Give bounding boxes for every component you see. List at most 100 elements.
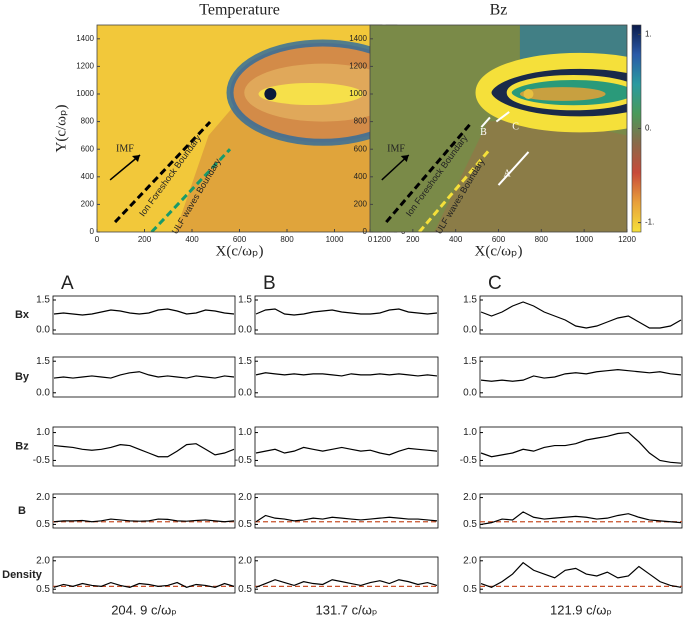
planet — [264, 88, 277, 100]
x-tick-label: 0 — [368, 235, 373, 244]
plot-frame — [52, 493, 236, 529]
x-tick-label: 1200 — [373, 235, 391, 244]
column-label: C — [488, 273, 502, 294]
cut-line — [497, 151, 530, 186]
x-tick-label: 1200 — [618, 235, 636, 244]
y-tick-label: 0.0 — [463, 325, 477, 336]
x-tick-label: 1000 — [326, 235, 344, 244]
imf-label: IMF — [387, 143, 405, 154]
y-tick-label: 2.0 — [238, 555, 252, 566]
y-tick-label: 600 — [354, 144, 368, 153]
profile-line — [255, 308, 438, 316]
profile-line — [480, 511, 682, 526]
profile-panel: 0.5 2.0 Density — [2, 555, 236, 595]
plot-frame — [52, 556, 236, 594]
profile-line — [255, 372, 438, 377]
y-tick-label: 0.5 — [463, 584, 477, 595]
x-axis-label: X(c/ωₚ) — [216, 243, 264, 259]
cut-label: B — [480, 127, 487, 138]
x-tick-label: 400 — [449, 235, 463, 244]
profile-line — [53, 443, 235, 458]
profile-line — [53, 371, 235, 379]
plot-frame — [479, 556, 683, 594]
cut-label: C — [512, 121, 519, 132]
y-tick-label: 1.5 — [36, 295, 50, 306]
row-label: Bz — [15, 440, 29, 452]
column-label: B — [263, 273, 276, 294]
magnetosphere — [519, 87, 606, 101]
y-axis-label: Y(c/ωₚ) — [53, 105, 69, 153]
x-tick-label: 400 — [185, 235, 199, 244]
x-tick-label: 0 — [95, 235, 100, 244]
profile-line — [255, 446, 438, 456]
y-tick-label: 2.0 — [463, 492, 477, 503]
y-tick-label: 1000 — [76, 89, 94, 98]
x-tick-label: 800 — [535, 235, 549, 244]
cut-line — [495, 111, 510, 123]
y-tick-label: -0.5 — [33, 455, 51, 466]
profile-panel: 0.0 1.5 — [463, 356, 683, 398]
y-tick-label: 800 — [354, 117, 368, 126]
plot-frame — [479, 493, 683, 529]
y-tick-label: 1200 — [76, 62, 94, 71]
y-tick-label: 0.5 — [238, 584, 252, 595]
column-distance: 204. 9 c/ωₚ — [111, 602, 177, 617]
row-label: By — [15, 371, 30, 383]
profile-panel: 0.0 1.5 — [238, 356, 439, 398]
y-tick-label: 0.5 — [36, 584, 50, 595]
colorbar-tick-label: 0. — [645, 124, 652, 133]
plot-frame — [254, 426, 439, 467]
profile-line — [53, 308, 235, 316]
x-tick-label: 800 — [280, 235, 294, 244]
plot-frame — [254, 493, 439, 529]
profile-panel: 0.0 1.5 — [238, 295, 439, 336]
y-tick-label: 0.0 — [238, 387, 252, 398]
profile-panel: 0.0 1.5 Bx — [15, 295, 236, 336]
foreshock-region — [434, 117, 627, 232]
row-label: Density — [2, 569, 43, 581]
x-tick-label: 200 — [138, 235, 152, 244]
profile-panel: -0.5 1.0 — [235, 426, 439, 467]
y-tick-label: 1.0 — [36, 427, 50, 438]
y-tick-label: 1.0 — [463, 427, 477, 438]
y-tick-label: 0.0 — [463, 387, 477, 398]
plot-frame — [52, 295, 236, 335]
plot-frame — [479, 295, 683, 335]
y-tick-label: 800 — [81, 117, 95, 126]
y-tick-label: 1.0 — [238, 427, 252, 438]
x-tick-label: 600 — [492, 235, 506, 244]
y-tick-label: 0 — [90, 227, 95, 236]
profile-panel: 0.5 2.0 B — [18, 492, 236, 530]
colorbar-tick-label: 1. — [645, 30, 652, 39]
profile-line — [53, 518, 235, 523]
plot-frame — [254, 356, 439, 398]
ulf-boundary — [150, 148, 232, 232]
column-distance: 131.7 c/ωₚ — [316, 602, 378, 617]
planet — [523, 89, 534, 99]
ulf-boundary — [418, 148, 492, 232]
plot-frame — [52, 356, 236, 398]
y-tick-label: 1.5 — [238, 356, 252, 367]
foreshock-boundary — [113, 120, 212, 224]
plot-frame — [479, 426, 683, 467]
imf-label: IMF — [116, 143, 134, 154]
plot-frame — [479, 356, 683, 398]
y-tick-label: 200 — [81, 200, 95, 209]
y-tick-label: 2.0 — [238, 492, 252, 503]
chart-title: Bz — [490, 2, 508, 19]
y-tick-label: 0.5 — [36, 519, 50, 530]
column-distance: 121.9 c/ωₚ — [550, 602, 612, 617]
row-label: B — [18, 505, 26, 517]
y-tick-label: 1000 — [349, 89, 367, 98]
cut-line — [480, 116, 491, 128]
y-tick-label: 2.0 — [36, 555, 50, 566]
y-tick-label: 1.5 — [463, 356, 477, 367]
heatmap-field — [370, 25, 627, 232]
plot-frame — [254, 556, 439, 594]
x-tick-label: 1000 — [575, 235, 593, 244]
profile-panel: -0.5 1.0 Bz — [15, 426, 236, 467]
x-axis-label: X(c/ωₚ) — [475, 243, 523, 259]
